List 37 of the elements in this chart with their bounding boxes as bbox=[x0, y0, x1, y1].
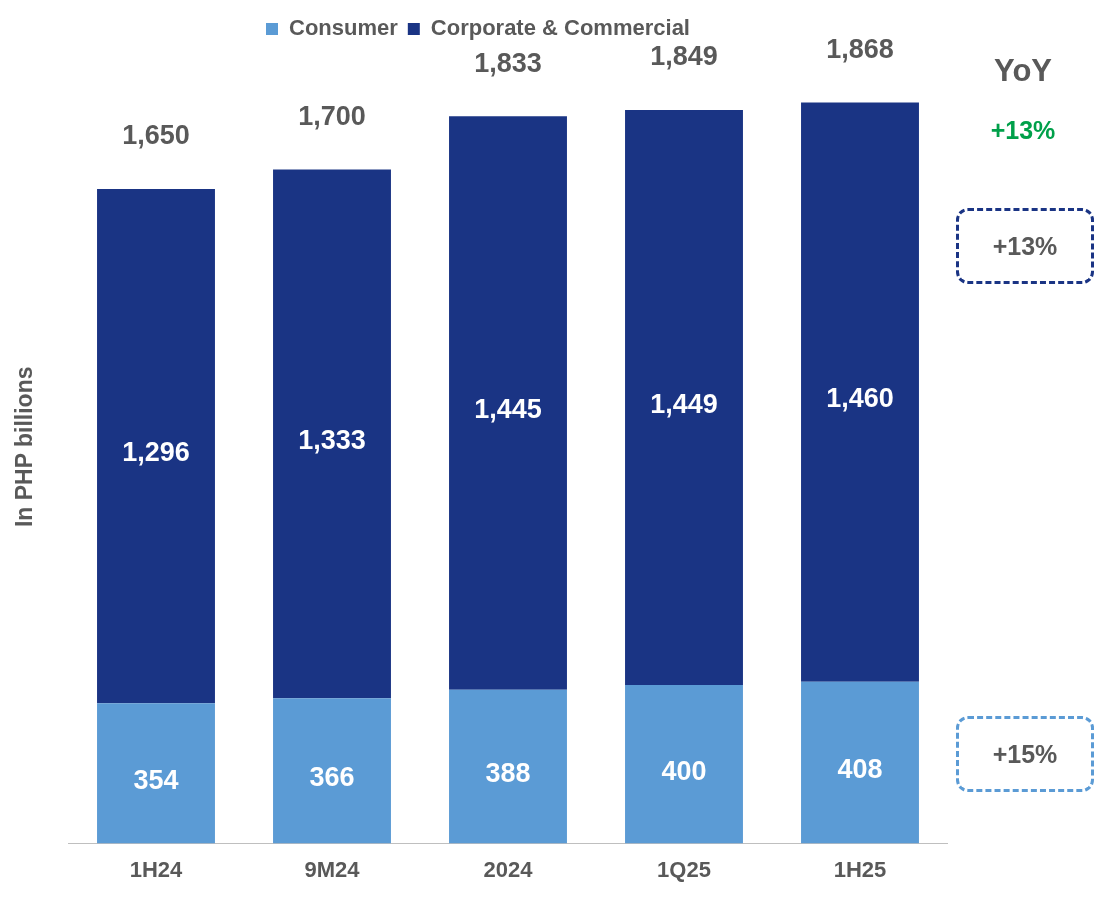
bar bbox=[449, 116, 567, 690]
bar bbox=[801, 102, 919, 682]
data-label: 1,460 bbox=[826, 383, 894, 414]
total-label: 1,868 bbox=[826, 33, 894, 64]
bar bbox=[97, 703, 215, 844]
data-label: 1,296 bbox=[122, 437, 190, 468]
x-tick-label: 2024 bbox=[483, 856, 534, 882]
dashed-box: +15% bbox=[956, 716, 1094, 792]
bar bbox=[625, 109, 743, 685]
dashed-box: +13% bbox=[956, 208, 1094, 284]
data-label: 1,449 bbox=[650, 388, 718, 419]
total-label: 1,700 bbox=[298, 100, 366, 131]
bar bbox=[97, 188, 215, 704]
data-label: 1,445 bbox=[474, 394, 542, 425]
bar bbox=[801, 681, 919, 844]
text: YoY bbox=[993, 53, 1053, 89]
legend-label: Corporate & Commercial bbox=[430, 15, 690, 41]
y-axis-title: In PHP billions bbox=[11, 366, 38, 528]
text: +13% bbox=[989, 116, 1057, 145]
x-tick-label: 1H25 bbox=[833, 856, 887, 882]
bar bbox=[273, 698, 391, 844]
bar bbox=[449, 689, 567, 844]
data-label: 366 bbox=[309, 762, 355, 793]
data-label: 408 bbox=[837, 754, 883, 785]
total-label: 1,833 bbox=[474, 47, 542, 78]
data-label: 400 bbox=[661, 755, 707, 786]
legend-label: Consumer bbox=[289, 15, 399, 41]
x-tick-label: 9M24 bbox=[304, 856, 361, 882]
total-label: 1,650 bbox=[122, 120, 190, 151]
data-label: 388 bbox=[485, 758, 531, 789]
x-tick-label: 1H24 bbox=[129, 856, 184, 882]
data-label: 1,333 bbox=[298, 425, 366, 456]
bar bbox=[273, 169, 391, 699]
x-tick-label: 1Q25 bbox=[657, 856, 711, 882]
bar bbox=[625, 684, 743, 844]
total-label: 1,849 bbox=[650, 41, 718, 72]
data-label: 354 bbox=[133, 764, 179, 795]
